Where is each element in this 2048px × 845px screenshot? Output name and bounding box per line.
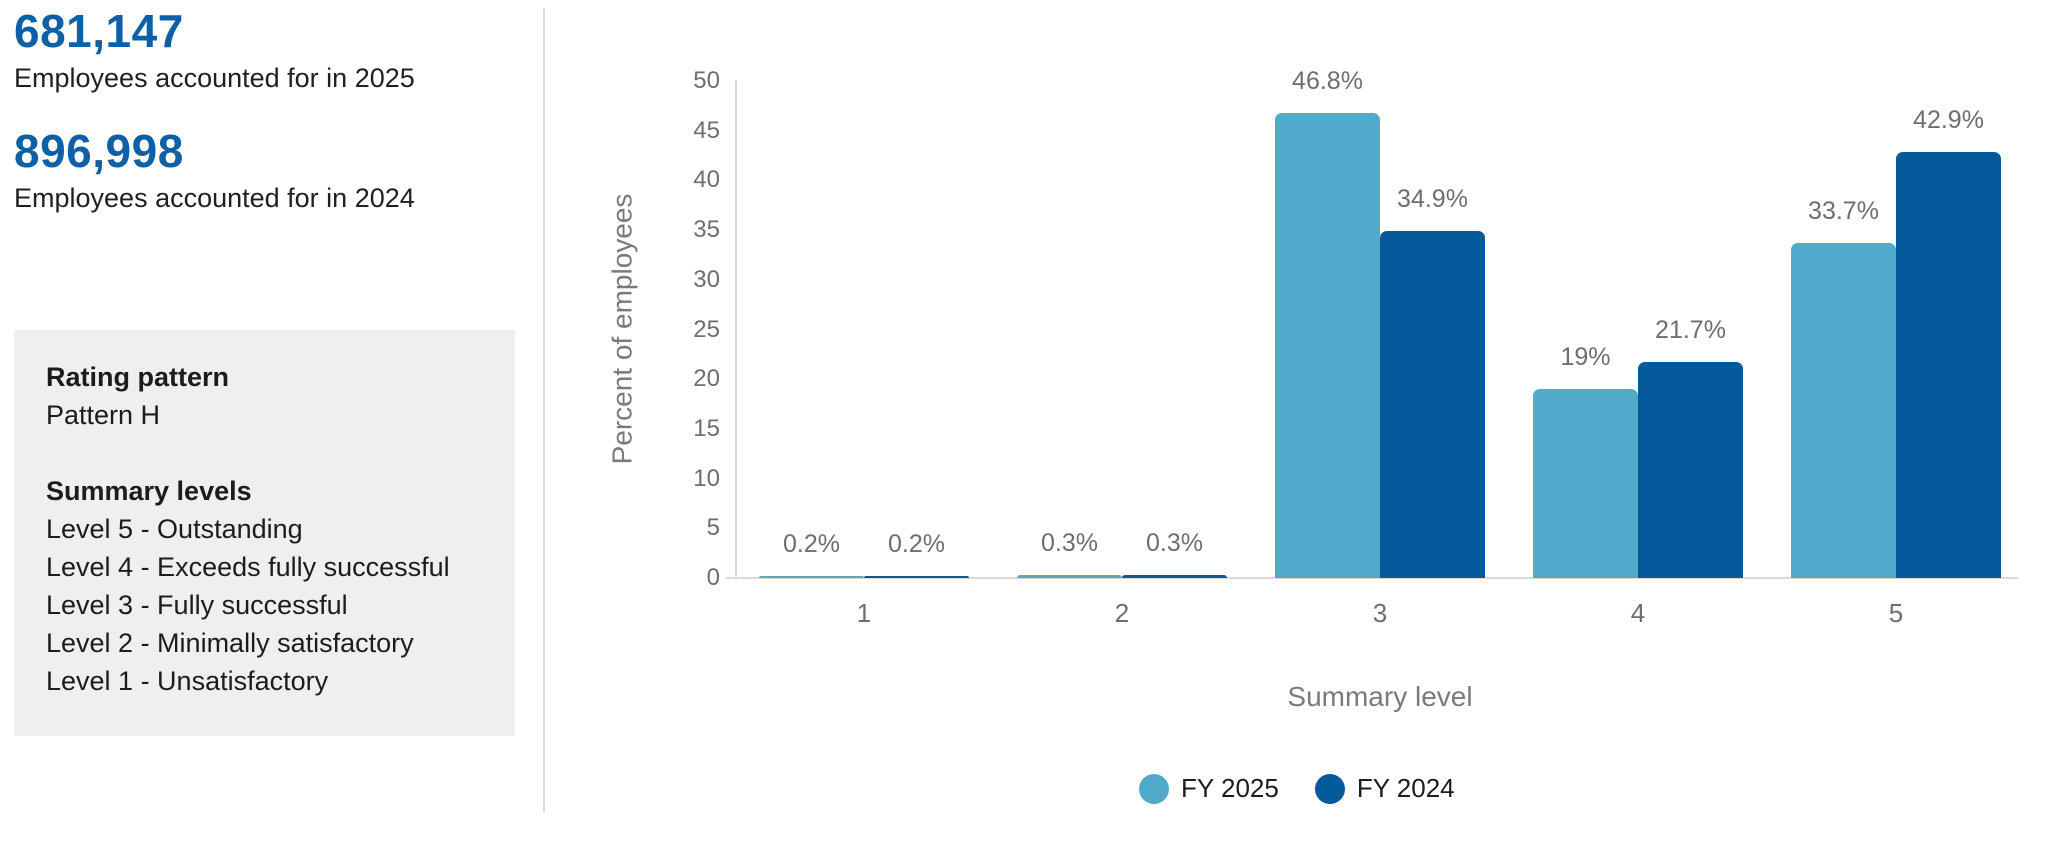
bar-value-label: 46.8%	[1292, 67, 1363, 95]
y-tick-label: 10	[693, 464, 720, 492]
summary-levels-heading: Summary levels	[46, 476, 252, 506]
stat-2024-value: 896,998	[14, 125, 184, 177]
x-axis-title: Summary level	[1287, 681, 1473, 712]
bar-value-label: 0.2%	[783, 530, 840, 558]
x-tick-label-3: 3	[1372, 598, 1388, 628]
legend-swatch-icon	[1139, 773, 1169, 804]
bar-value-label: 33.7%	[1808, 197, 1879, 225]
bar-value-label: 0.3%	[1146, 529, 1203, 557]
stat-2024: 896,998 Employees accounted for in 2024	[14, 126, 415, 213]
legend-item-fy-2024[interactable]: FY 2024	[1314, 773, 1455, 804]
x-tick-label-5: 5	[1888, 598, 1904, 628]
chart-legend: FY 2025 FY 2024	[1139, 773, 1455, 804]
bar-fy-2025-level-2[interactable]	[1017, 575, 1122, 578]
bar-value-label: 34.9%	[1397, 185, 1468, 213]
x-tick-label-2: 2	[1114, 598, 1130, 628]
vertical-divider	[543, 8, 545, 812]
y-tick-label: 35	[693, 216, 720, 244]
summary-levels-list: Level 5 - Outstanding Level 4 - Exceeds f…	[46, 510, 495, 700]
summary-level-item: Level 1 - Unsatisfactory	[46, 666, 329, 696]
bar-fy-2024-level-1[interactable]	[864, 576, 969, 578]
x-axis-line	[726, 577, 2018, 579]
x-tick-label-4: 4	[1630, 598, 1646, 628]
legend-item-fy-2025[interactable]: FY 2025	[1139, 773, 1279, 804]
y-tick-label: 45	[693, 116, 720, 144]
bar-fy-2025-level-4[interactable]	[1533, 389, 1638, 578]
x-tick-label-1: 1	[856, 598, 872, 628]
stat-2024-label: Employees accounted for in 2024	[14, 183, 415, 213]
legend-swatch-icon	[1314, 773, 1345, 804]
rating-pattern-box: Rating pattern Pattern H Summary levels …	[14, 330, 515, 736]
rating-pattern-value: Pattern H	[46, 400, 161, 430]
bar-value-label: 19%	[1560, 343, 1611, 371]
bar-value-label: 21.7%	[1655, 316, 1726, 344]
y-tick-label: 30	[693, 265, 720, 293]
y-tick-label: 40	[693, 166, 720, 194]
y-tick-label: 50	[693, 67, 720, 94]
bar-fy-2024-level-4[interactable]	[1638, 362, 1743, 578]
stat-2025-value: 681,147	[14, 5, 184, 57]
bar-fy-2025-level-1[interactable]	[759, 576, 864, 578]
bar-fy-2024-level-2[interactable]	[1122, 575, 1227, 578]
y-tick-label: 5	[706, 514, 720, 542]
summary-level-item: Level 3 - Fully successful	[46, 590, 348, 620]
bar-value-label: 42.9%	[1913, 106, 1984, 134]
bar-value-label: 0.2%	[888, 530, 945, 558]
summary-level-item: Level 2 - Minimally satisfactory	[46, 628, 414, 658]
bar-fy-2025-level-3[interactable]	[1275, 113, 1380, 578]
summary-level-item: Level 4 - Exceeds fully successful	[46, 552, 450, 582]
bar-value-label: 0.3%	[1041, 529, 1098, 557]
rating-pattern-heading: Rating pattern	[46, 362, 230, 392]
summary-level-item: Level 5 - Outstanding	[46, 514, 303, 544]
legend-label: FY 2025	[1181, 773, 1279, 803]
stat-2025-label: Employees accounted for in 2025	[14, 63, 415, 93]
bar-fy-2024-level-3[interactable]	[1380, 231, 1485, 578]
y-tick-label: 15	[693, 414, 720, 442]
bar-fy-2025-level-5[interactable]	[1791, 243, 1896, 578]
y-tick-label: 25	[693, 315, 720, 343]
stat-2025: 681,147 Employees accounted for in 2025	[14, 6, 415, 93]
legend-label: FY 2024	[1356, 773, 1455, 803]
bar-fy-2024-level-5[interactable]	[1896, 152, 2001, 578]
y-axis-line	[735, 80, 737, 578]
y-tick-label: 0	[706, 564, 720, 591]
y-tick-label: 20	[693, 365, 720, 393]
